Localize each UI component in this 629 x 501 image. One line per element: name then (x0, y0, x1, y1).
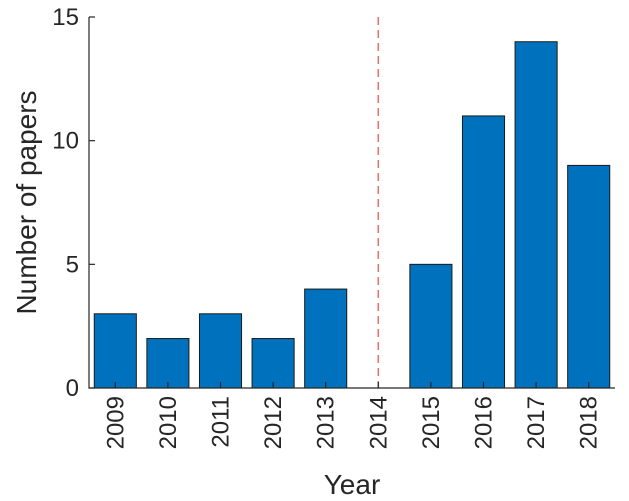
bar-2012 (251, 338, 295, 389)
y-tick-label: 10 (52, 128, 79, 155)
bar-2017 (514, 41, 558, 389)
y-axis-label: Number of papers (11, 90, 42, 314)
x-tick-label: 2014 (365, 396, 392, 449)
bar-2011 (198, 313, 243, 389)
x-tick-label: 2016 (471, 396, 498, 449)
bar-2013 (304, 288, 348, 389)
x-tick-label: 2011 (208, 396, 235, 448)
x-tick-label: 2009 (102, 396, 129, 449)
bar-2015 (409, 263, 453, 389)
bars-group (93, 41, 611, 389)
bar-2018 (567, 164, 611, 389)
y-tick-label: 15 (52, 4, 79, 31)
x-axis-label: Year (324, 469, 381, 500)
y-tick-label: 5 (66, 251, 79, 278)
bar-2009 (93, 313, 137, 389)
bar-2010 (146, 338, 190, 389)
y-tick-label: 0 (66, 375, 79, 402)
x-tick-label: 2015 (418, 396, 445, 449)
x-tick-label: 2017 (523, 396, 550, 449)
x-tick-label: 2012 (260, 396, 287, 449)
bar-2016 (461, 115, 506, 389)
x-tick-label: 2018 (576, 396, 603, 449)
x-tick-label: 2010 (155, 396, 182, 449)
x-ticks-group: 2009 2010 2011 2012 2013 2014 2015 2016 2017 2018 (102, 382, 603, 449)
x-tick-label: 2013 (313, 396, 340, 449)
y-ticks-group: 0 5 10 15 (52, 4, 95, 402)
